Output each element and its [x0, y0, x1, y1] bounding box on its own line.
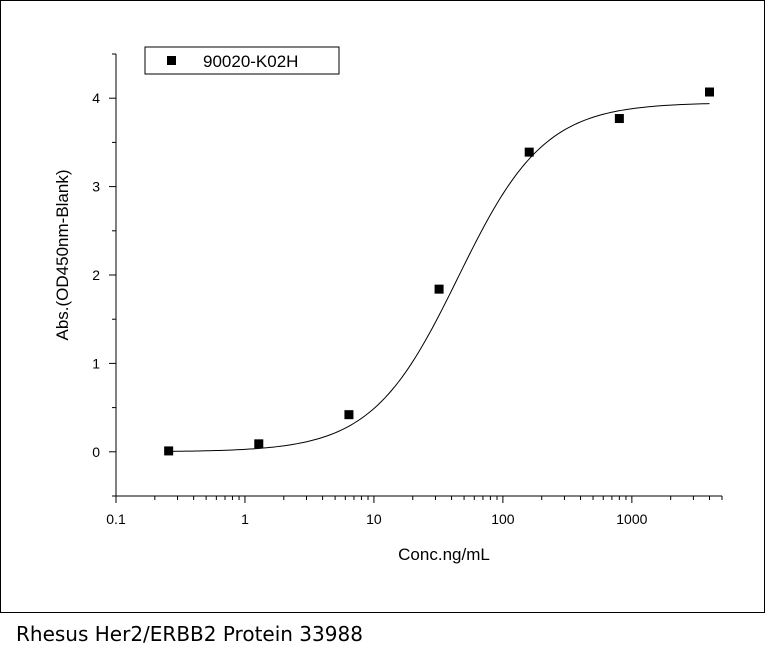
figure-caption: Rhesus Her2/ERBB2 Protein 33988 — [16, 622, 363, 646]
data-point — [434, 284, 444, 294]
x-axis-ticks: 0.1 1 10 100 1000 — [106, 496, 648, 527]
chart: 0.1 1 10 100 1000 0 1 2 3 4 Conc.ng/mL Abs.(OD45… — [53, 46, 723, 564]
data-point — [344, 410, 354, 420]
data-points — [164, 87, 715, 456]
x-tick-label: 10 — [366, 511, 382, 527]
x-tick-label: 100 — [491, 511, 515, 527]
x-minor-ticks — [154, 496, 723, 500]
x-tick-label: 0.1 — [106, 511, 126, 527]
y-axis-title: Abs.(OD450nm-Blank) — [53, 169, 72, 340]
legend-box — [144, 46, 340, 75]
data-point — [524, 147, 534, 157]
legend-label-90020-K02H: 90020-K02H — [203, 52, 298, 71]
y-tick-label: 1 — [92, 355, 100, 371]
x-tick-label: 1000 — [616, 511, 647, 527]
fit-curve-line — [168, 103, 710, 452]
y-tick-label: 0 — [92, 444, 100, 460]
y-tick-label: 3 — [92, 179, 100, 195]
legend-marker-90020-K02H — [167, 56, 176, 65]
legend: 90020-K02H — [144, 46, 340, 75]
data-point — [705, 87, 715, 97]
y-tick-label: 4 — [92, 90, 100, 106]
x-tick-label: 1 — [241, 511, 249, 527]
x-axis-title: Conc.ng/mL — [398, 545, 490, 564]
y-axis-ticks: 0 1 2 3 4 — [92, 53, 116, 497]
data-point — [164, 446, 174, 456]
y-tick-label: 2 — [92, 267, 100, 283]
data-point — [254, 439, 264, 449]
data-point — [614, 114, 624, 124]
